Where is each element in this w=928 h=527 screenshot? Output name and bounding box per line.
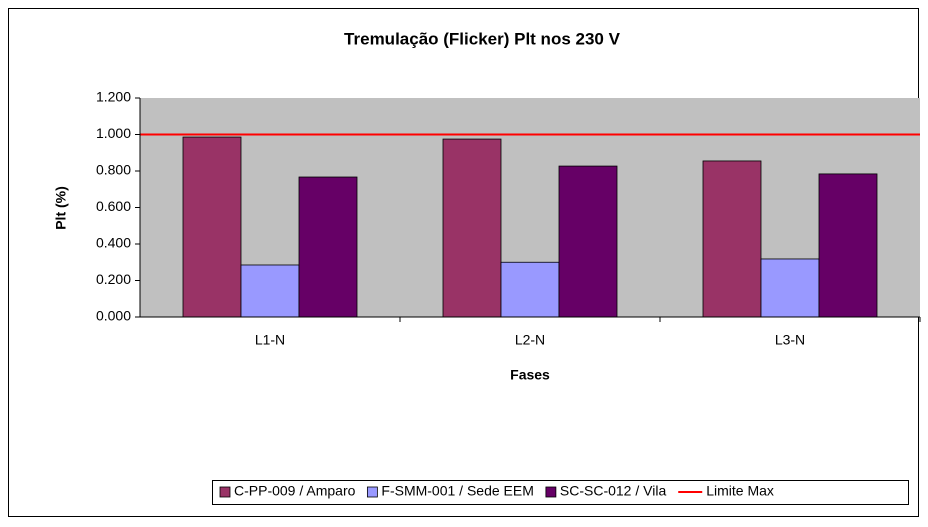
legend-label: SC-SC-012 / Vila bbox=[560, 483, 667, 499]
x-axis-title: Fases bbox=[510, 367, 550, 383]
bar bbox=[702, 160, 762, 318]
chart-title: Tremulação (Flicker) Plt nos 230 V bbox=[344, 29, 621, 48]
x-tick-label: L2-N bbox=[515, 332, 545, 348]
x-tick-label: L3-N bbox=[775, 332, 805, 348]
legend-swatch bbox=[545, 486, 557, 498]
legend-swatch bbox=[366, 486, 378, 498]
y-tick-label: 1.000 bbox=[96, 125, 131, 141]
bar bbox=[298, 176, 358, 318]
bar bbox=[818, 173, 878, 318]
y-tick-label: 0.600 bbox=[96, 198, 131, 214]
y-tick-label: 0.800 bbox=[96, 162, 131, 178]
x-tick-label: L1-N bbox=[255, 332, 285, 348]
y-axis-title: Plt (%) bbox=[53, 186, 69, 230]
bar bbox=[442, 138, 502, 318]
legend-label: F-SMM-001 / Sede EEM bbox=[381, 483, 534, 499]
y-tick-label: 0.400 bbox=[96, 235, 131, 251]
bar bbox=[760, 258, 820, 318]
legend-label: Limite Max bbox=[706, 483, 774, 499]
y-tick-label: 0.000 bbox=[96, 308, 131, 324]
bar bbox=[182, 136, 242, 318]
legend-label: C-PP-009 / Amparo bbox=[234, 483, 356, 499]
legend-box bbox=[212, 480, 909, 505]
bar bbox=[558, 165, 618, 318]
y-tick-label: 0.200 bbox=[96, 271, 131, 287]
bar bbox=[500, 261, 560, 318]
legend-swatch bbox=[219, 486, 231, 498]
bar bbox=[240, 264, 300, 318]
y-tick-label: 1.200 bbox=[96, 89, 131, 105]
